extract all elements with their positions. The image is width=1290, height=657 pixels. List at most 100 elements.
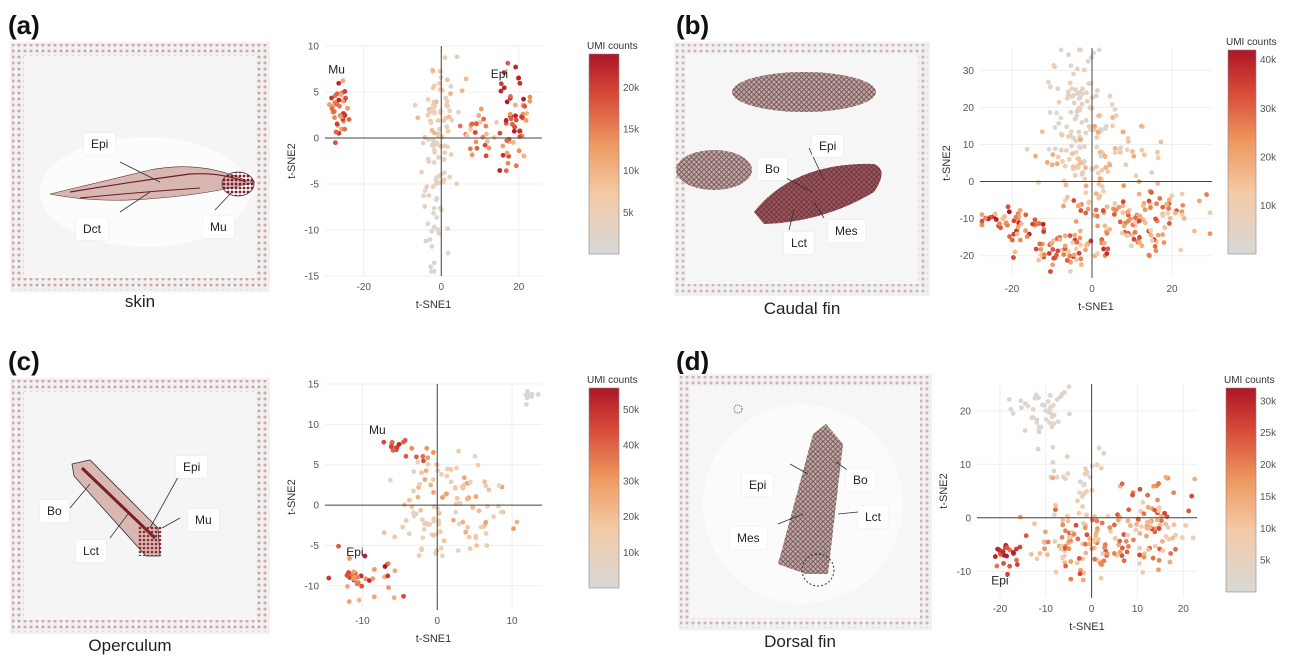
data-point [1036, 428, 1042, 434]
tissue-caption-caudal-fin: Caudal fin [763, 299, 841, 318]
data-point [474, 121, 479, 127]
data-point [1098, 561, 1104, 567]
data-point [503, 168, 509, 174]
data-point [1053, 569, 1059, 575]
data-point [1032, 521, 1037, 527]
data-point [505, 160, 511, 166]
callout-lct-d: Lct [858, 506, 889, 528]
data-point [1152, 507, 1157, 513]
x-axis-label: t-SNE1 [416, 633, 451, 645]
data-point [1074, 257, 1080, 263]
data-point [445, 226, 451, 232]
data-point [431, 160, 437, 165]
data-point [1125, 543, 1131, 549]
data-point [1105, 246, 1111, 252]
data-point [1125, 518, 1131, 524]
data-point [1120, 203, 1126, 209]
data-point [1150, 555, 1156, 561]
data-point [1052, 539, 1058, 544]
data-point [1046, 251, 1052, 256]
data-point [1077, 228, 1083, 234]
data-point [1094, 164, 1099, 170]
data-point [1065, 471, 1071, 476]
data-point [1050, 459, 1056, 465]
data-point [1160, 232, 1166, 238]
data-point [1005, 571, 1010, 577]
data-point [1112, 201, 1118, 206]
data-point [1035, 446, 1041, 452]
data-point [523, 392, 529, 398]
y-tick-label: 20 [960, 406, 972, 417]
data-point [1029, 415, 1035, 421]
data-point [1080, 556, 1086, 562]
data-point [484, 131, 489, 137]
data-point [419, 517, 425, 523]
data-point [1073, 138, 1079, 144]
data-point [513, 64, 519, 70]
data-point [1050, 262, 1056, 268]
data-point [1079, 101, 1085, 107]
data-point [482, 479, 487, 485]
colorbar-tick-label: 5k [623, 208, 635, 219]
data-point [1160, 204, 1166, 210]
data-point [517, 128, 522, 134]
data-point [1125, 233, 1130, 238]
data-point [484, 543, 490, 549]
cluster-annotation: Epi [346, 545, 363, 559]
data-point [1121, 223, 1127, 229]
data-point [1086, 200, 1092, 206]
data-point [1158, 518, 1164, 524]
data-point [1040, 221, 1046, 227]
data-point [1109, 102, 1115, 108]
data-point [1112, 535, 1118, 541]
data-point [1123, 162, 1129, 168]
x-tick-label: 0 [438, 282, 444, 293]
data-point [436, 510, 442, 516]
data-point [1104, 551, 1110, 556]
data-point [1088, 238, 1094, 244]
data-point [449, 117, 455, 123]
data-point [1097, 176, 1103, 182]
data-point [381, 530, 387, 536]
data-point [403, 453, 409, 459]
data-point [483, 531, 489, 536]
data-point [1095, 526, 1100, 531]
data-point [1000, 549, 1006, 555]
data-point [464, 132, 470, 138]
data-point [1075, 536, 1081, 542]
data-point [433, 175, 439, 181]
data-point [448, 84, 454, 89]
data-point [1101, 450, 1107, 456]
data-point [484, 138, 490, 144]
data-point [326, 102, 332, 107]
data-point [1041, 229, 1047, 235]
data-point [1085, 98, 1090, 104]
tissue-caption-skin: skin [124, 292, 156, 311]
data-point [1119, 481, 1125, 487]
data-point [441, 157, 447, 163]
data-point [1148, 205, 1153, 211]
data-point [1196, 198, 1202, 204]
colorbar-tick-label: 25k [1260, 428, 1277, 439]
colorbar-tick-label: 20k [1260, 460, 1277, 471]
tissue-section-skin [10, 42, 270, 292]
data-point [432, 110, 437, 116]
data-point [467, 546, 473, 552]
data-point [1112, 107, 1118, 112]
data-point [359, 583, 365, 589]
data-point [1065, 518, 1071, 524]
data-point [1077, 145, 1083, 151]
data-point [1063, 528, 1068, 534]
data-point [437, 68, 443, 74]
data-point [1139, 524, 1144, 530]
data-point [411, 511, 417, 517]
data-point [1032, 217, 1038, 223]
data-point [403, 518, 409, 523]
data-point [456, 521, 462, 527]
data-point [333, 129, 339, 135]
data-point [1055, 86, 1061, 92]
data-point [1147, 519, 1153, 525]
data-point [1097, 194, 1103, 200]
data-point [454, 54, 460, 60]
data-point [468, 127, 473, 133]
